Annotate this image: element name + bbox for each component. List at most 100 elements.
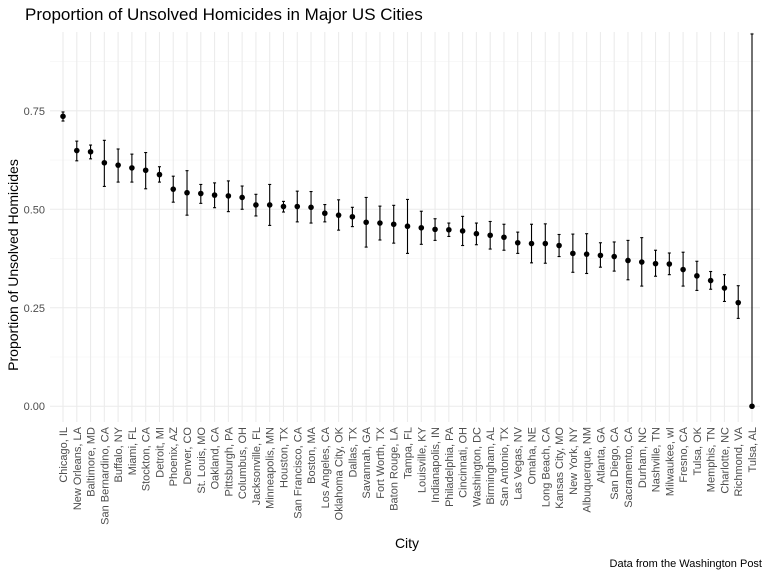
x-tick-label: Nashville, TN xyxy=(651,427,663,492)
data-point xyxy=(87,148,94,155)
y-tick-label: 0.75 xyxy=(24,106,45,118)
data-point xyxy=(363,219,369,226)
x-tick-label: Jacksonville, FL xyxy=(251,427,263,505)
data-point xyxy=(611,253,617,260)
data-point xyxy=(211,192,218,198)
x-tick-label: St. Louis, MO xyxy=(196,427,208,494)
data-point xyxy=(707,277,714,284)
x-tick-label: Birmingham, AL xyxy=(485,427,497,505)
x-tick-label: Stockton, CA xyxy=(141,426,153,491)
x-tick-label: Washington, DC xyxy=(471,427,483,507)
data-point xyxy=(625,257,631,264)
data-point xyxy=(597,252,604,259)
x-tick-label: Indianapolis, IN xyxy=(430,427,442,503)
data-point xyxy=(73,147,80,154)
data-point xyxy=(60,113,66,120)
data-marks xyxy=(60,33,755,410)
data-point xyxy=(473,230,480,237)
data-point xyxy=(253,202,259,208)
x-tick-label: Richmond, VA xyxy=(733,426,745,496)
x-tick-label: Columbus, OH xyxy=(237,427,249,499)
x-tick-label: Long Beach, CA xyxy=(540,426,552,507)
data-point xyxy=(404,223,411,230)
data-point xyxy=(721,285,728,291)
data-point xyxy=(432,226,438,233)
data-point xyxy=(514,239,521,246)
x-tick-label: Albuquerque, NM xyxy=(582,427,594,513)
x-tick-label: Pittsburgh, PA xyxy=(223,426,235,496)
x-tick-label: Buffalo, NY xyxy=(113,426,125,482)
data-point xyxy=(349,213,356,220)
x-tick-label: Las Vegas, NV xyxy=(513,426,525,499)
x-tick-label: Charlotte, NC xyxy=(719,427,731,494)
x-tick-label: Milwaukee, wI xyxy=(664,427,676,496)
data-point xyxy=(652,260,659,267)
data-point xyxy=(556,242,562,249)
data-point xyxy=(308,204,314,211)
x-tick-label: Omaha, NE xyxy=(527,427,539,484)
data-point xyxy=(156,171,163,178)
x-axis-title: City xyxy=(395,535,419,551)
data-point xyxy=(294,203,301,210)
x-tick-label: Sacramento, CA xyxy=(623,426,635,507)
data-point xyxy=(142,167,149,174)
data-point xyxy=(225,193,232,199)
chart-caption: Data from the Washington Post xyxy=(610,558,762,570)
x-tick-label: Oakland, CA xyxy=(210,426,222,489)
data-point xyxy=(542,240,549,247)
x-tick-label: Houston, TX xyxy=(278,426,290,488)
x-tick-label: Fort Worth, TX xyxy=(375,426,387,498)
x-tick-label: Atlanta, GA xyxy=(595,426,607,483)
x-tick-label: New York, NY xyxy=(568,426,580,495)
x-tick-label: Oklahoma City, OK xyxy=(334,426,346,520)
x-tick-label: San Antonio, TX xyxy=(499,426,511,506)
x-tick-label: Tampa, FL xyxy=(403,427,415,479)
x-tick-label: Chicago, IL xyxy=(58,427,70,483)
x-tick-label: San Diego, CA xyxy=(609,426,621,499)
data-point xyxy=(198,190,204,197)
data-point xyxy=(335,212,342,218)
data-point xyxy=(280,203,287,210)
error-bar xyxy=(750,33,754,407)
data-point xyxy=(570,250,576,257)
data-point xyxy=(666,261,673,267)
x-tick-label: San Bernardino, CA xyxy=(99,426,111,524)
chart-title: Proportion of Unsolved Homicides in Majo… xyxy=(25,5,423,24)
data-point xyxy=(749,403,755,410)
x-tick-label: Minneapolis, MN xyxy=(265,427,277,509)
data-point xyxy=(418,224,425,231)
data-point xyxy=(266,202,273,208)
data-point xyxy=(446,226,452,233)
x-tick-label: Boston, MA xyxy=(306,426,318,484)
x-tick-label: Miami, FL xyxy=(127,427,139,475)
data-point xyxy=(239,194,245,201)
x-tick-label: New Orleans, LA xyxy=(72,426,84,510)
data-point xyxy=(170,186,177,192)
y-axis-ticks: 0.00 0.25 0.50 0.75 xyxy=(24,106,45,413)
x-tick-label: Cincinnati, OH xyxy=(458,427,470,498)
x-tick-label: Kansas City, MO xyxy=(554,427,566,509)
data-point xyxy=(377,220,383,226)
y-tick-label: 0.00 xyxy=(24,401,45,413)
x-tick-label: San Francisco, CA xyxy=(292,426,304,518)
x-tick-label: Phoenix, AZ xyxy=(168,427,180,487)
data-point xyxy=(115,162,121,168)
data-point xyxy=(501,234,507,241)
y-tick-label: 0.25 xyxy=(24,303,45,315)
x-axis-ticks: Chicago, IL New Orleans, LA Baltimore, MD S… xyxy=(58,426,759,525)
data-point xyxy=(680,266,686,273)
x-tick-label: Los Angeles, CA xyxy=(320,426,332,508)
data-point xyxy=(694,273,700,279)
data-point xyxy=(638,259,645,265)
x-tick-label: Baltimore, MD xyxy=(86,427,98,497)
data-point xyxy=(459,228,466,234)
data-point xyxy=(322,210,328,217)
x-tick-label: Tulsa, AL xyxy=(747,427,759,472)
data-point xyxy=(101,159,108,166)
x-tick-label: Dallas, TX xyxy=(347,426,359,477)
data-point xyxy=(184,189,190,196)
data-point xyxy=(487,232,493,239)
y-tick-label: 0.50 xyxy=(24,204,45,216)
x-tick-label: Fresno, CA xyxy=(678,426,690,482)
